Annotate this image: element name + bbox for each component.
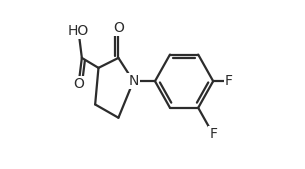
Text: O: O <box>73 78 84 91</box>
Text: O: O <box>113 21 124 35</box>
Text: F: F <box>209 127 217 141</box>
Text: F: F <box>225 74 233 88</box>
Text: HO: HO <box>68 24 89 38</box>
Text: N: N <box>128 74 138 88</box>
